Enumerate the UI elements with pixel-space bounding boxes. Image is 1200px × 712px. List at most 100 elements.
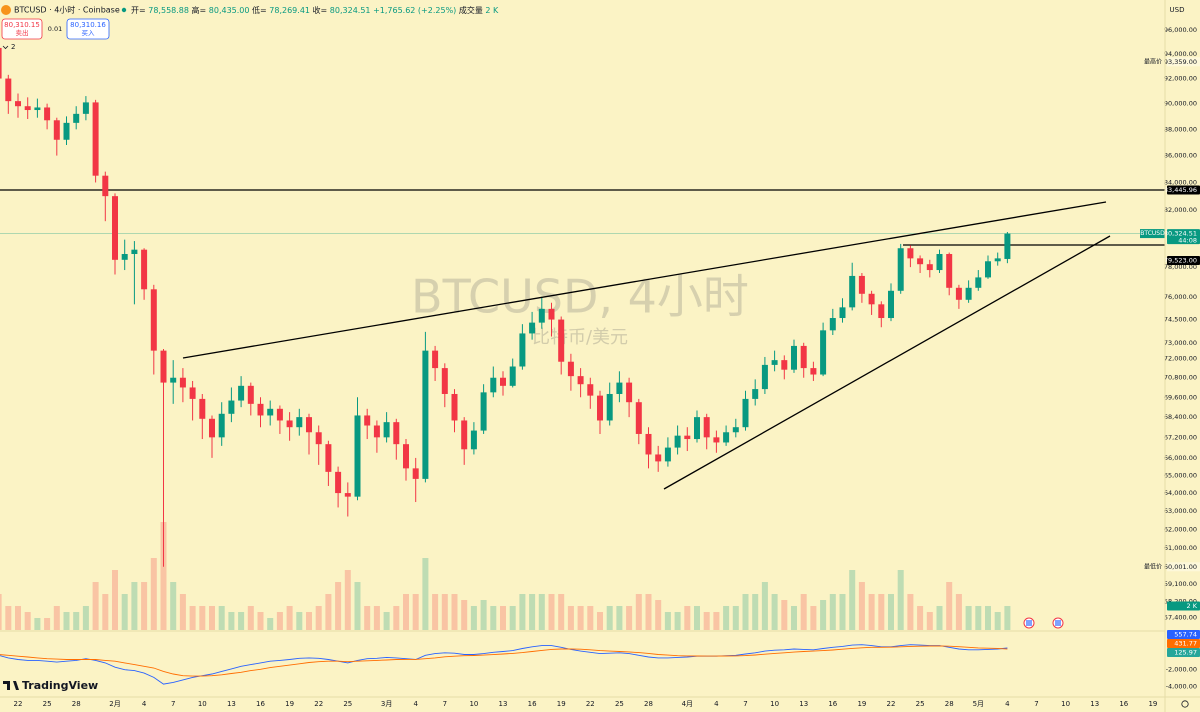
volume-bar (160, 522, 167, 630)
volume-bar (218, 606, 225, 630)
y-tick-label: 67,200.00 (1164, 433, 1197, 441)
volume-bar (684, 606, 691, 630)
candle-body (791, 345, 797, 370)
x-tick-label: 13 (799, 700, 808, 708)
candle-body (354, 415, 361, 497)
volume-bar (917, 606, 924, 630)
extreme-label: 93,359.00 (1164, 58, 1197, 66)
candle-body (742, 398, 749, 428)
volume-bar (53, 606, 60, 630)
candle-body (209, 418, 215, 438)
candle-body (587, 384, 594, 396)
candle-body (519, 333, 526, 367)
volume-bar (829, 594, 836, 630)
sell-button[interactable]: 80,310.15 卖出 (1, 18, 43, 40)
candle-body (63, 122, 70, 140)
candle-body (597, 395, 603, 421)
x-tick-label: 3月 (381, 700, 392, 708)
histogram-badge (1167, 648, 1200, 657)
x-tick-label: 19 (557, 700, 566, 708)
volume-bar (752, 594, 759, 630)
volume-bar (800, 594, 807, 630)
volume-bar (985, 606, 991, 630)
candle-body (170, 377, 177, 383)
volume-bar (422, 558, 429, 630)
settings-icon[interactable] (1181, 700, 1189, 708)
currency[interactable]: USD (1170, 6, 1185, 14)
candle-body (102, 175, 109, 197)
buy-label[interactable]: 买入 (82, 29, 96, 37)
volume-label: 成交量 (459, 5, 483, 15)
volume-bar (315, 606, 322, 630)
volume-bar (577, 606, 584, 630)
ohlc-value: 80,324.51 (330, 6, 371, 15)
buy-price[interactable]: 80,310.16 (70, 21, 106, 29)
candle-body (664, 447, 671, 462)
ohlc-label: 开= (131, 6, 146, 15)
x-tick-label: 25 (916, 700, 925, 708)
x-tick-label: 7 (743, 700, 747, 708)
candle-body (141, 249, 148, 290)
volume-bar (975, 606, 982, 630)
candle-body (373, 425, 380, 438)
volume-bar (247, 606, 254, 630)
volume-text: 2 K (1187, 602, 1198, 610)
x-tick-label: 10 (469, 700, 478, 708)
candle-body (393, 422, 400, 445)
sell-label[interactable]: 卖出 (16, 28, 29, 37)
candle-body (150, 289, 157, 351)
candle-body (800, 345, 807, 369)
candle-body (470, 430, 477, 450)
candle-body (383, 422, 390, 438)
sell-box[interactable] (1, 18, 43, 40)
signal-badge (1167, 639, 1200, 648)
candle-body (34, 107, 41, 111)
macd-line (0, 644, 1008, 685)
candle-body (441, 368, 448, 394)
trendline-lower (663, 235, 1111, 490)
watermark-title: BTCUSD, 4小时 (411, 270, 749, 324)
candle-body (955, 287, 962, 300)
indicators-toggle[interactable] (2, 45, 9, 50)
candle-body (257, 403, 264, 416)
volume-bar (306, 612, 312, 630)
histogram-text: 125.97 (1174, 649, 1197, 657)
ohlc-value: 78,558.88 (148, 6, 189, 15)
volume-bar (403, 594, 409, 630)
volume-bar (907, 594, 914, 630)
event-flag-icon (1026, 620, 1032, 626)
candle-body (0, 47, 2, 79)
volume-bar (509, 606, 516, 630)
volume-bar (344, 570, 351, 630)
volume-bar (858, 582, 865, 630)
volume-bar (470, 606, 477, 630)
y-tick-label: 74,500.00 (1164, 316, 1197, 324)
symbol-title: BTCUSD · 4小时 · Coinbase (14, 5, 120, 15)
watermark: BTCUSD, 4小时 比特币/美元 (411, 270, 749, 349)
candle-body (626, 382, 633, 403)
volume-bar (597, 612, 603, 630)
y-tick-label: 70,800.00 (1164, 374, 1197, 382)
x-tick-label: 7 (443, 700, 447, 708)
x-tick-label: 25 (43, 700, 52, 708)
volume-bar (189, 606, 196, 630)
volume-badge (1167, 601, 1200, 611)
candle-body (858, 275, 865, 294)
candle-body (674, 435, 681, 448)
candle-body (907, 248, 914, 259)
volume-bar (451, 594, 458, 630)
hline-badge (1167, 185, 1200, 195)
y-tick-label: 59,100.00 (1164, 580, 1197, 588)
volume-bar (655, 600, 662, 630)
x-tick-label: 13 (1090, 700, 1099, 708)
buy-box[interactable] (66, 18, 110, 40)
buy-button[interactable]: 80,310.16 买入 (66, 18, 110, 40)
ohlc-label: 低= (252, 5, 267, 15)
candle-body (189, 387, 196, 399)
volume-bar (936, 606, 943, 630)
volume-bar (170, 582, 177, 630)
sell-price[interactable]: 80,310.15 (4, 21, 40, 29)
x-tick-label: 10 (198, 700, 207, 708)
candle-body (655, 454, 662, 462)
